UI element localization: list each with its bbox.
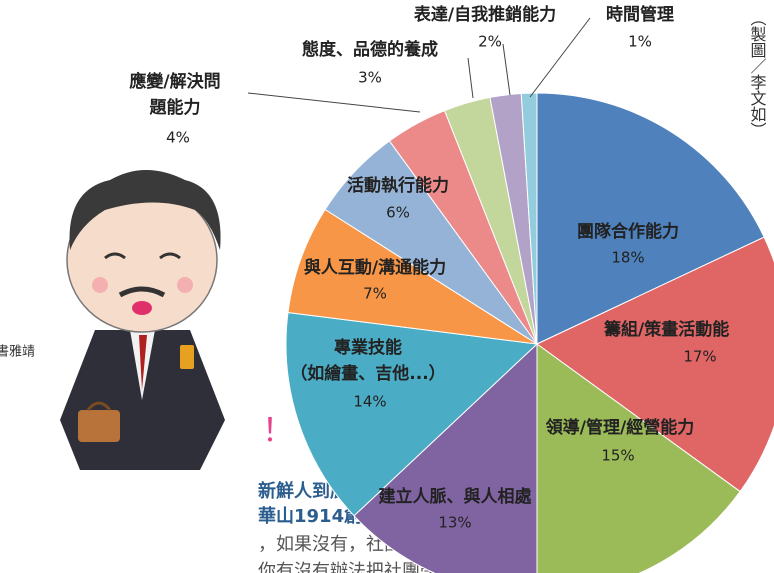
value-label: 15% — [601, 447, 634, 465]
label-line: （如繪畫、吉他...） — [290, 363, 445, 384]
pie-slice — [287, 208, 538, 345]
leader-line — [502, 43, 511, 96]
leader-line — [247, 92, 421, 113]
pie-slice — [285, 311, 539, 517]
byline: 書雅靖 — [0, 345, 35, 360]
value-label: 6% — [386, 204, 410, 222]
value-label: 4% — [166, 129, 190, 147]
value-label: 1% — [628, 33, 652, 51]
slice-label: 籌組/策畫活動能 — [604, 319, 729, 340]
pie-slice — [536, 343, 741, 573]
pie-slice — [520, 92, 538, 345]
value-label: 14% — [353, 393, 386, 411]
pie-chart: 團隊合作能力 18% 籌組/策畫活動能 17% 領導/管理/經營能力 15% 建立人脈、與人… — [129, 4, 774, 573]
exclaim: ！ — [262, 411, 294, 449]
value-label: 2% — [478, 33, 502, 51]
slice-label: 活動執行能力 — [347, 175, 449, 196]
slice-label: 領導/管理/經營能力 — [546, 417, 694, 438]
label-line: 專業技能 — [334, 337, 402, 358]
leader-line — [467, 57, 474, 99]
slice-label: 建立人脈、與人相處 — [379, 486, 533, 507]
slice-label: 與人互動/溝通能力 — [304, 257, 446, 278]
slice-label: 專業技能 （如繪畫、吉他...） — [290, 337, 445, 384]
pie-slice — [536, 92, 765, 345]
slice-label: 時間管理 — [606, 4, 674, 25]
pie-slice — [536, 236, 774, 493]
cartoon — [60, 170, 225, 470]
leader-line — [529, 17, 591, 98]
label-line: 題能力 — [150, 97, 201, 118]
slice-label: 團隊合作能力 — [577, 221, 679, 242]
value-label: 18% — [611, 249, 644, 267]
slice-label: 表達/自我推銷能力 — [414, 4, 556, 25]
slice-label: 應變/解決問題能力 — [129, 71, 220, 118]
slice-label: 態度、品德的養成 — [302, 39, 438, 60]
value-label: 3% — [358, 69, 382, 87]
pie-slice — [353, 342, 538, 573]
label-line: 應變/解決問 — [129, 71, 220, 92]
value-label: 13% — [438, 514, 471, 532]
value-label: 7% — [363, 285, 387, 303]
value-label: 17% — [683, 348, 716, 366]
credit: （製圖／李文如） — [748, 10, 767, 138]
